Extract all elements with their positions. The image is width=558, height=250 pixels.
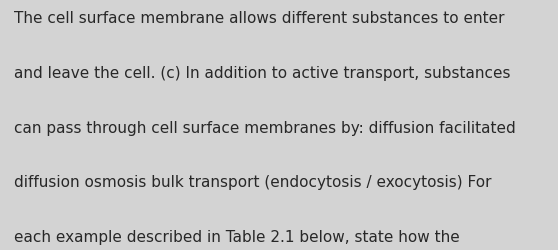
Text: The cell surface membrane allows different substances to enter: The cell surface membrane allows differe… bbox=[14, 11, 504, 26]
Text: can pass through cell surface membranes by: diffusion facilitated: can pass through cell surface membranes … bbox=[14, 120, 516, 135]
Text: diffusion osmosis bulk transport (endocytosis / exocytosis) For: diffusion osmosis bulk transport (endocy… bbox=[14, 175, 492, 190]
Text: and leave the cell. (c) In addition to active transport, substances: and leave the cell. (c) In addition to a… bbox=[14, 66, 511, 81]
Text: each example described in Table 2.1 below, state how the: each example described in Table 2.1 belo… bbox=[14, 229, 460, 244]
